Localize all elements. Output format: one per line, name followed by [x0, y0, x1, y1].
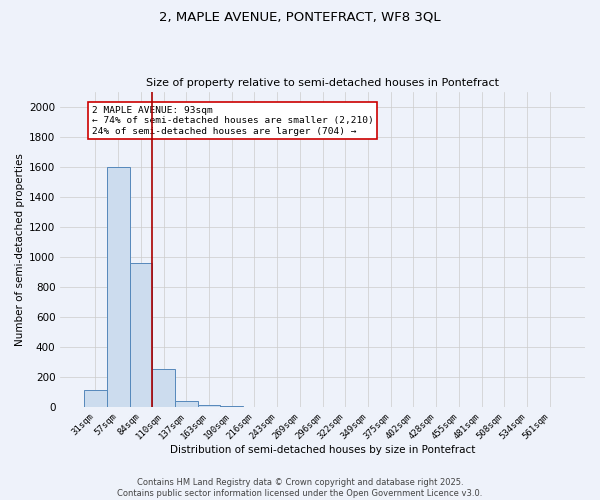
Bar [220, 406, 243, 407]
Text: Contains HM Land Registry data © Crown copyright and database right 2025.
Contai: Contains HM Land Registry data © Crown c… [118, 478, 482, 498]
Bar [130, 262, 152, 407]
Bar [198, 404, 220, 407]
Title: Size of property relative to semi-detached houses in Pontefract: Size of property relative to semi-detach… [146, 78, 499, 88]
Text: 2, MAPLE AVENUE, PONTEFRACT, WF8 3QL: 2, MAPLE AVENUE, PONTEFRACT, WF8 3QL [159, 10, 441, 23]
Bar [175, 401, 198, 407]
Bar [107, 166, 130, 407]
Bar [152, 368, 175, 407]
Text: 2 MAPLE AVENUE: 93sqm
← 74% of semi-detached houses are smaller (2,210)
24% of s: 2 MAPLE AVENUE: 93sqm ← 74% of semi-deta… [92, 106, 374, 136]
Bar [84, 390, 107, 407]
X-axis label: Distribution of semi-detached houses by size in Pontefract: Distribution of semi-detached houses by … [170, 445, 475, 455]
Y-axis label: Number of semi-detached properties: Number of semi-detached properties [15, 152, 25, 346]
